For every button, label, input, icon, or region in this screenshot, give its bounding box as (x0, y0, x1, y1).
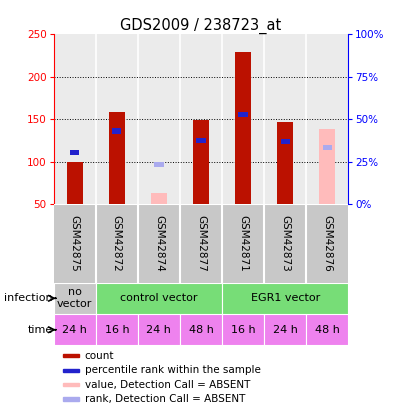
Bar (54, 314, 96, 345)
Text: rank, Detection Call = ABSENT: rank, Detection Call = ABSENT (85, 394, 245, 404)
Text: count: count (85, 351, 114, 361)
Bar (306, 204, 348, 283)
Bar (264, 204, 306, 283)
Bar (112, 128, 121, 134)
Bar (151, 193, 167, 204)
Bar (62, 354, 79, 358)
Text: 48 h: 48 h (315, 325, 339, 335)
Bar (306, 34, 348, 204)
Bar (96, 34, 138, 204)
Bar (67, 162, 83, 204)
Bar (264, 314, 306, 345)
Text: GDS2009 / 238723_at: GDS2009 / 238723_at (120, 17, 282, 34)
Text: value, Detection Call = ABSENT: value, Detection Call = ABSENT (85, 379, 250, 390)
Bar (109, 111, 125, 204)
Text: EGR1 vector: EGR1 vector (250, 293, 320, 303)
Bar (235, 52, 251, 204)
Bar (154, 162, 164, 166)
Text: GSM42877: GSM42877 (196, 215, 206, 272)
Text: 24 h: 24 h (62, 325, 87, 335)
Bar (96, 283, 222, 314)
Bar (180, 204, 222, 283)
Text: percentile rank within the sample: percentile rank within the sample (85, 365, 261, 375)
Bar (138, 204, 180, 283)
Text: GSM42875: GSM42875 (70, 215, 80, 272)
Bar (196, 138, 206, 143)
Bar (138, 34, 180, 204)
Bar (54, 204, 96, 283)
Bar (264, 34, 306, 204)
Bar (96, 314, 138, 345)
Bar (96, 204, 138, 283)
Text: GSM42872: GSM42872 (112, 215, 122, 272)
Bar (323, 145, 332, 151)
Bar (222, 34, 264, 204)
Bar (138, 314, 180, 345)
Bar (70, 150, 79, 155)
Bar (180, 314, 222, 345)
Bar (281, 139, 290, 144)
Text: GSM42871: GSM42871 (238, 215, 248, 272)
Bar (54, 34, 96, 204)
Text: GSM42874: GSM42874 (154, 215, 164, 272)
Bar (62, 369, 79, 372)
Bar (62, 383, 79, 386)
Text: GSM42873: GSM42873 (280, 215, 290, 272)
Bar (62, 397, 79, 401)
Text: no
vector: no vector (57, 288, 92, 309)
Bar (222, 283, 348, 314)
Text: time: time (27, 325, 53, 335)
Text: 16 h: 16 h (231, 325, 256, 335)
Bar (319, 129, 335, 204)
Bar (193, 120, 209, 204)
Bar (54, 283, 96, 314)
Text: 24 h: 24 h (273, 325, 298, 335)
Bar (222, 314, 264, 345)
Text: GSM42876: GSM42876 (322, 215, 332, 272)
Bar (306, 314, 348, 345)
Text: 16 h: 16 h (105, 325, 129, 335)
Text: control vector: control vector (120, 293, 198, 303)
Bar (180, 34, 222, 204)
Bar (277, 122, 293, 204)
Bar (238, 112, 248, 117)
Bar (222, 204, 264, 283)
Text: 48 h: 48 h (189, 325, 213, 335)
Text: 24 h: 24 h (146, 325, 172, 335)
Text: infection: infection (4, 293, 53, 303)
